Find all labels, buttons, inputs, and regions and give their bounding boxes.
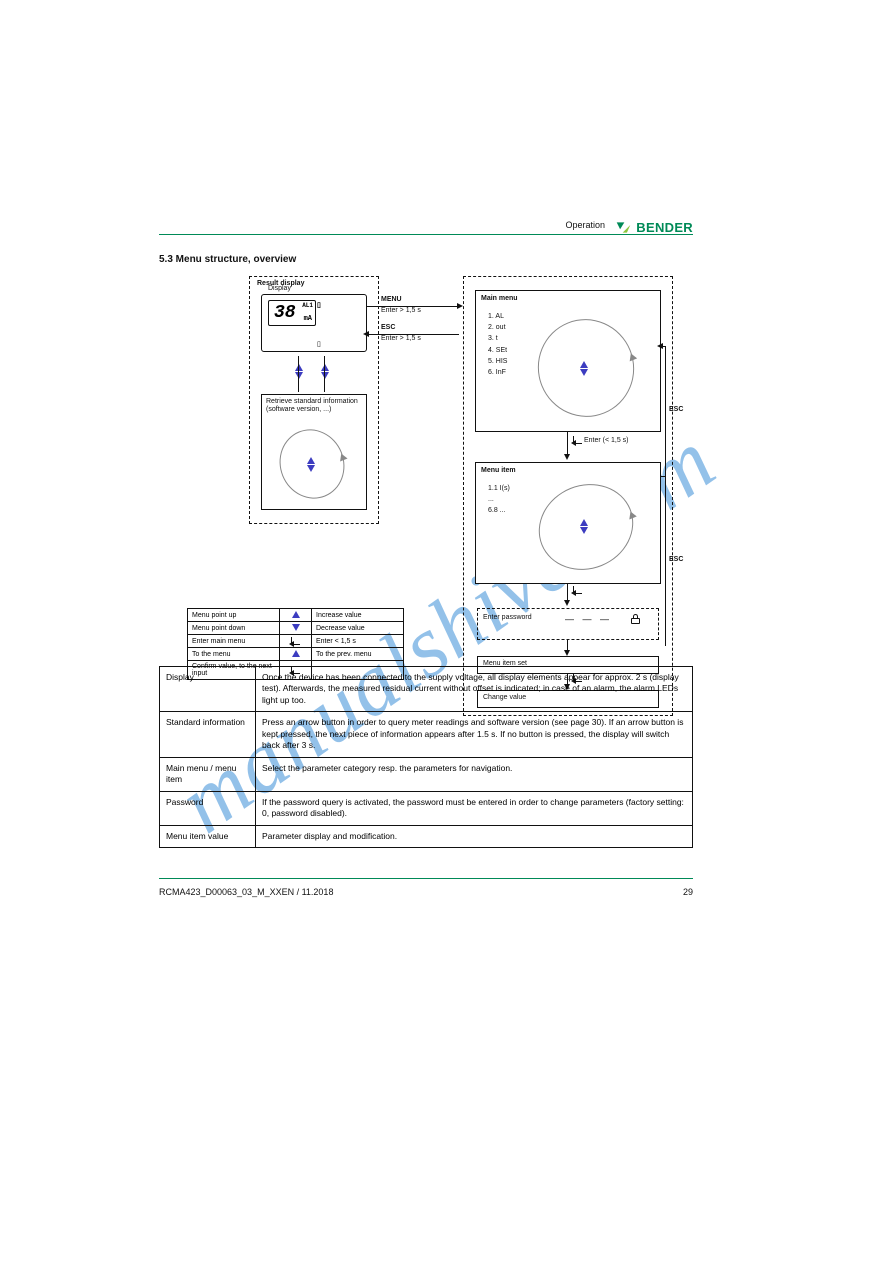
menu-item-box: Menu item 1.1 I(s) ... 6.8 ...: [475, 462, 661, 584]
lcd-screen: 38 mA AL1: [268, 300, 316, 326]
password-label: Enter password: [483, 614, 532, 621]
legend-cell: [280, 622, 312, 635]
arrow-left-icon: [363, 331, 369, 337]
lcd-panel: Display 38 mA AL1 ▯ ▯: [261, 294, 367, 352]
main-menu-items: 1. AL 2. out 3. t 4. SEt 5. HIS 6. InF: [488, 311, 507, 378]
menu-structure-diagram: Result display Display 38 mA AL1 ▯ ▯ Ret…: [187, 276, 693, 716]
esc-label: ESC: [381, 324, 395, 331]
table-row: DisplayOnce the device has been connecte…: [160, 667, 693, 712]
table-value: Parameter display and modification.: [256, 825, 693, 847]
section-title: 5.3 Menu structure, overview: [159, 254, 296, 265]
vline: [324, 356, 325, 392]
legend-cell: [280, 635, 312, 648]
legend-cell: Enter < 1,5 s: [312, 635, 404, 648]
footer-doc-id: RCMA423_D00063_03_M_XXEN / 11.2018: [159, 887, 333, 897]
updn-item: [580, 519, 588, 534]
vline2: [567, 432, 568, 456]
legend-cell: [280, 609, 312, 622]
table-value: If the password query is activated, the …: [256, 791, 693, 825]
table-row: Standard informationPress an arrow butto…: [160, 712, 693, 757]
table-row: Menu item valueParameter display and mod…: [160, 825, 693, 847]
legend-cell: Menu point up: [188, 609, 280, 622]
updn-center: [307, 457, 315, 472]
bender-logo-icon: [615, 221, 632, 234]
esc-r: ESC: [669, 406, 683, 413]
main-menu-title: Main menu: [481, 295, 518, 302]
table-key: Standard information: [160, 712, 256, 757]
lcd-badge: AL1: [302, 302, 313, 309]
up-arrow-icon: [292, 611, 300, 618]
enter-lbl: Enter (< 1,5 s): [573, 436, 629, 444]
legend-cell: Decrease value: [312, 622, 404, 635]
vline-r2: [665, 476, 666, 646]
down-arrow-icon: [292, 624, 300, 631]
legend-row: Enter main menu Enter < 1,5 s: [188, 635, 404, 648]
brand-logo: BENDER: [615, 220, 693, 235]
table-value: Press an arrow button in order to query …: [256, 712, 693, 757]
enter-lbl-2: [573, 586, 582, 594]
footer-rule: [159, 878, 693, 879]
page-number: 29: [683, 887, 693, 897]
enter-long-label-2: Enter > 1,5 s: [381, 335, 421, 342]
vline: [298, 356, 299, 392]
lcd-title: Display: [268, 285, 291, 292]
table-row: PasswordIf the password query is activat…: [160, 791, 693, 825]
description-table: DisplayOnce the device has been connecte…: [159, 666, 693, 848]
arrow-left-icon: [657, 343, 663, 349]
enter-long-label: Enter > 1,5 s: [381, 307, 421, 314]
esc-r2: ESC: [669, 556, 683, 563]
lcd-al1: ▯: [317, 301, 321, 309]
table-key: Menu item value: [160, 825, 256, 847]
header-section-label: Operation: [565, 220, 605, 230]
legend-row: Menu point up Increase value: [188, 609, 404, 622]
table-row: Main menu / menu itemSelect the paramete…: [160, 757, 693, 791]
retrieve-label: Retrieve standard information(software v…: [266, 398, 358, 415]
legend-cell: To the prev. menu: [312, 648, 404, 661]
legend-cell: To the menu: [188, 648, 280, 661]
menu-item-list: 1.1 I(s) ... 6.8 ...: [488, 483, 510, 517]
vline-r: [665, 346, 666, 476]
legend-cell: Enter main menu: [188, 635, 280, 648]
main-menu-box: Main menu 1. AL 2. out 3. t 4. SEt 5. HI…: [475, 290, 661, 432]
password-dashes: — — —: [565, 614, 612, 624]
updn-main: [580, 361, 588, 376]
legend-cell: Increase value: [312, 609, 404, 622]
lock-icon: [631, 611, 640, 629]
updn-pair: [295, 364, 303, 379]
lcd-al2: ▯: [317, 340, 321, 348]
brand-name: BENDER: [636, 220, 693, 235]
arrow-down-icon: [564, 454, 570, 460]
header-rule: [159, 234, 693, 235]
legend-row: To the menu To the prev. menu: [188, 648, 404, 661]
legend-row: Menu point down Decrease value: [188, 622, 404, 635]
legend-cell: [280, 648, 312, 661]
table-key: Display: [160, 667, 256, 712]
up-arrow-icon: [292, 650, 300, 657]
enter-icon: [291, 637, 300, 645]
lcd-unit: mA: [304, 315, 312, 323]
menu-label: MENU: [381, 296, 402, 303]
legend-cell: Menu point down: [188, 622, 280, 635]
menu-item-title: Menu item: [481, 467, 516, 474]
table-key: Main menu / menu item: [160, 757, 256, 791]
table-value: Once the device has been connected to th…: [256, 667, 693, 712]
lcd-value: 38: [274, 303, 296, 323]
manual-page: BENDER Operation 5.3 Menu structure, ove…: [159, 220, 693, 903]
table-key: Password: [160, 791, 256, 825]
arrow-down-icon: [564, 600, 570, 606]
retrieve-info-box: Retrieve standard information(software v…: [261, 394, 367, 510]
table-value: Select the parameter category resp. the …: [256, 757, 693, 791]
updn-pair-2: [321, 364, 329, 379]
